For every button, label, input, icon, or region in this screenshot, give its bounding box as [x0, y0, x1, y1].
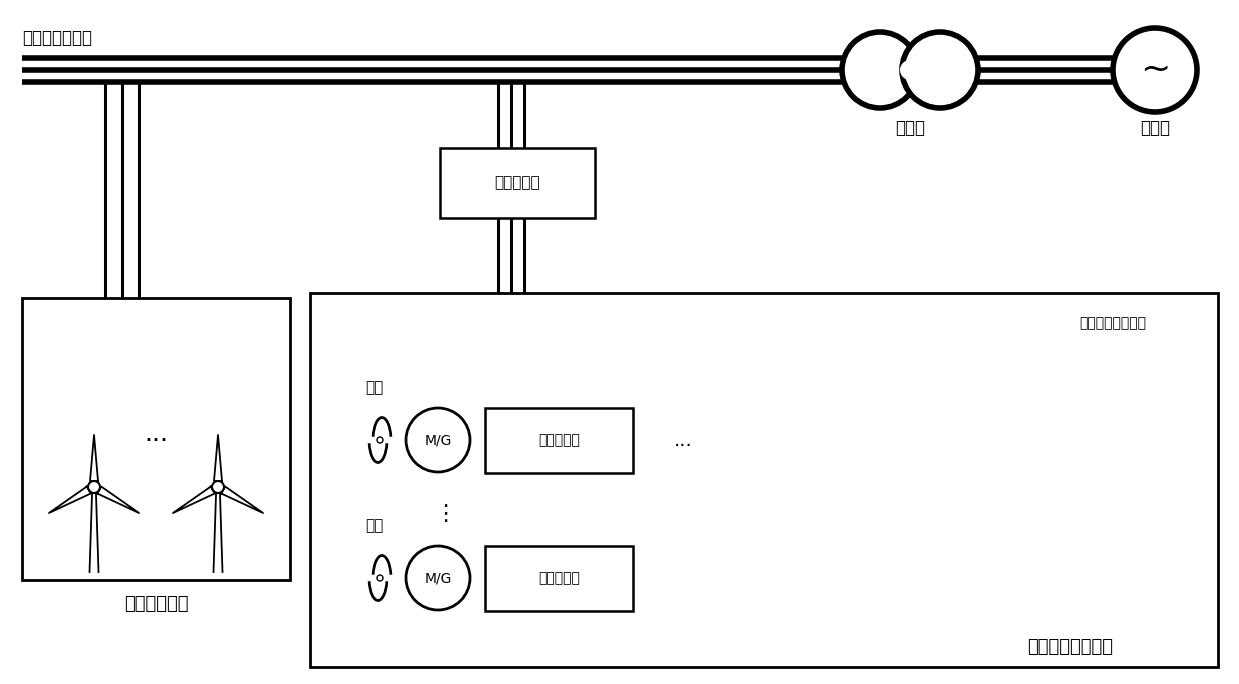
Text: 飞轮: 飞轮 [366, 518, 383, 534]
Text: 风电场交流总线: 风电场交流总线 [22, 29, 92, 47]
Text: M/G: M/G [424, 571, 452, 585]
Polygon shape [97, 486, 139, 513]
Circle shape [843, 32, 918, 108]
Polygon shape [213, 487, 223, 572]
Polygon shape [173, 486, 214, 513]
Text: 双向变流器: 双向变流器 [538, 433, 580, 447]
Text: 变压器: 变压器 [895, 119, 926, 137]
FancyBboxPatch shape [310, 293, 1218, 667]
Polygon shape [222, 486, 263, 513]
Circle shape [1113, 28, 1197, 112]
Text: ...: ... [144, 422, 169, 446]
Polygon shape [50, 486, 90, 513]
Circle shape [377, 575, 383, 581]
Polygon shape [89, 487, 98, 572]
Text: 飞轮储能矩阵系统: 飞轮储能矩阵系统 [1027, 638, 1113, 656]
FancyBboxPatch shape [22, 298, 290, 580]
Circle shape [212, 481, 224, 493]
Text: M/G: M/G [424, 433, 452, 447]
Circle shape [377, 437, 383, 443]
Text: 飞轮: 飞轮 [366, 380, 383, 395]
Text: ~: ~ [1140, 53, 1170, 87]
Text: 飞轮矩阵直流总线: 飞轮矩阵直流总线 [1079, 316, 1146, 330]
Text: 双向变流器: 双向变流器 [538, 571, 580, 585]
Text: ⋮: ⋮ [434, 504, 456, 524]
Polygon shape [90, 435, 98, 481]
FancyBboxPatch shape [440, 148, 595, 218]
Circle shape [88, 481, 100, 493]
Circle shape [902, 32, 978, 108]
Text: 主电网: 主电网 [1140, 119, 1170, 137]
Circle shape [406, 408, 470, 472]
Text: 双向变流器: 双向变流器 [494, 176, 540, 191]
Circle shape [406, 546, 470, 610]
Text: 风力发电系统: 风力发电系统 [124, 595, 188, 613]
Circle shape [900, 60, 921, 80]
Text: ...: ... [674, 430, 693, 449]
FancyBboxPatch shape [484, 546, 633, 611]
FancyBboxPatch shape [484, 408, 633, 473]
Polygon shape [214, 435, 222, 481]
